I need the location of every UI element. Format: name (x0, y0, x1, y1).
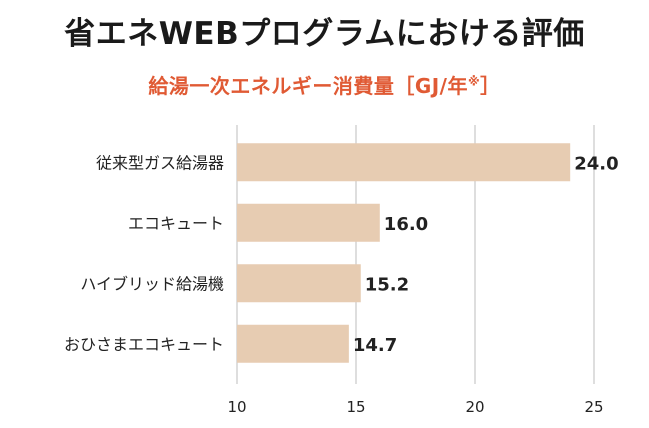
data-label: 16.0 (384, 214, 428, 235)
data-label: 15.2 (365, 274, 409, 295)
category-label: 従来型ガス給湯器 (96, 153, 224, 172)
bar (237, 324, 349, 363)
category-label: ハイブリッド給湯機 (80, 274, 224, 293)
subtitle-bracket-close: ］ (480, 74, 501, 98)
data-label: 24.0 (574, 153, 618, 174)
bar (237, 203, 380, 242)
bar (237, 143, 571, 182)
subtitle-footnote-mark: ※ (468, 74, 481, 89)
category-label: エコキュート (128, 214, 224, 233)
x-tick-label: 15 (346, 398, 365, 416)
x-tick-label: 10 (227, 398, 246, 416)
bar (237, 264, 361, 303)
data-label: 14.7 (353, 335, 397, 356)
chart-title: 省エネWEBプログラムにおける評価 (64, 16, 585, 52)
subtitle-text: 給湯一次エネルギー消費量［GJ/年 (148, 74, 468, 98)
chart-subtitle: 給湯一次エネルギー消費量［GJ/年※］ (0, 70, 649, 99)
x-tick-label: 20 (465, 398, 484, 416)
x-tick-label: 25 (584, 398, 603, 416)
category-label: おひさまエコキュート (64, 335, 224, 354)
